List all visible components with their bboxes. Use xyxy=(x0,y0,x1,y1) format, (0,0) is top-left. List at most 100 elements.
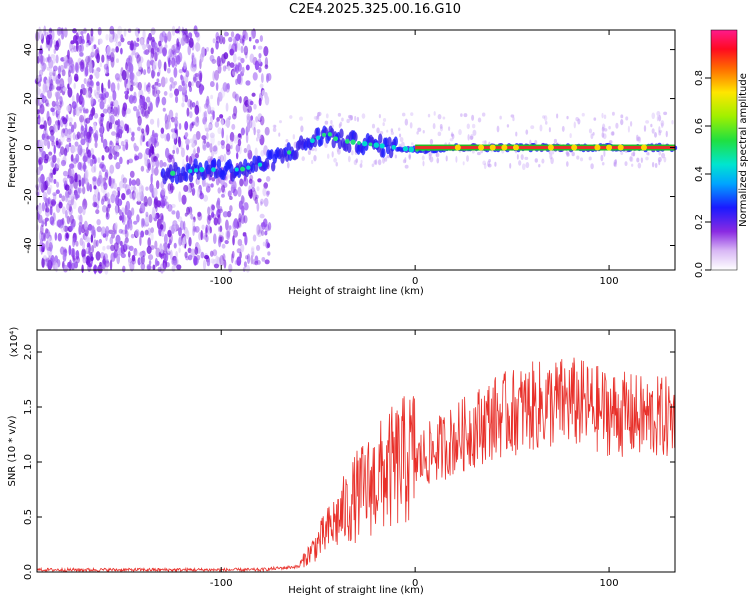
speckle-dot xyxy=(81,148,86,153)
speckle-dot xyxy=(111,190,117,197)
speckle-dot xyxy=(259,115,265,126)
speckle-dot xyxy=(56,181,60,188)
speckle-dot xyxy=(148,214,153,223)
speckle-dot xyxy=(148,148,152,158)
speckle-dot xyxy=(230,31,235,38)
speckle-dot xyxy=(128,255,131,267)
speckle-dot xyxy=(192,187,196,195)
speckle-dot xyxy=(102,233,107,238)
speckle-dot xyxy=(59,248,64,253)
speckle-dot xyxy=(214,121,220,128)
speckle-dot xyxy=(193,255,198,266)
speckle-dot xyxy=(148,32,152,41)
snr-y-tick-label: 2.0 xyxy=(23,344,34,360)
speckle-dot xyxy=(192,219,195,229)
speckle-dot xyxy=(212,70,216,82)
speckle-dot xyxy=(246,253,251,265)
speckle-dot xyxy=(257,178,262,183)
speckle-dot xyxy=(325,113,329,119)
speckle-dot xyxy=(257,45,263,50)
speckle-dot xyxy=(66,134,72,140)
speckle-dot xyxy=(80,38,86,45)
speckle-dot xyxy=(68,142,72,148)
speckle-dot xyxy=(258,97,262,107)
speckle-dot xyxy=(637,162,642,169)
snr-x-tick-label: 100 xyxy=(600,578,619,589)
speckle-dot xyxy=(129,170,135,178)
speckle-dot xyxy=(337,148,341,155)
speckle-dot xyxy=(337,112,342,117)
speckle-dot xyxy=(477,117,482,123)
speckle-dot xyxy=(373,160,377,165)
speckle-dot xyxy=(253,103,257,110)
speckle-dot xyxy=(58,201,63,209)
speckle-dot xyxy=(101,154,105,161)
speckle-dot xyxy=(625,116,629,121)
speckle-dot xyxy=(59,117,64,128)
snr-y-tick-label: 0.0 xyxy=(23,564,34,580)
snr-multiplier-label: (x10⁴) xyxy=(9,327,20,358)
speckle-dot xyxy=(417,127,422,132)
speckle-dot xyxy=(168,48,173,58)
speckle-dot xyxy=(55,54,59,64)
speckle-dot xyxy=(241,66,245,74)
speckle-dot xyxy=(128,158,134,164)
speckle-dot xyxy=(483,163,487,170)
speckle-dot xyxy=(40,244,43,255)
speckle-dot xyxy=(79,147,83,157)
speckle-dot xyxy=(125,82,128,91)
speckle-dot xyxy=(658,129,663,133)
speckle-dot xyxy=(99,62,103,68)
ridge-highlight xyxy=(344,139,350,144)
spectrogram-frame xyxy=(36,29,676,271)
speckle-dot xyxy=(126,87,130,95)
speckle-dot xyxy=(611,131,615,136)
speckle-dot xyxy=(260,222,264,228)
speckle-dot xyxy=(550,157,554,165)
speckle-dot xyxy=(47,255,52,267)
speckle-dot xyxy=(234,63,238,73)
speckle-dot xyxy=(57,119,61,131)
speckle-dot xyxy=(84,178,89,185)
speckle-dot xyxy=(121,69,127,81)
speckle-dot xyxy=(579,157,584,162)
speckle-dot xyxy=(194,246,199,255)
speckle-dot xyxy=(47,196,51,205)
speckle-dot xyxy=(252,234,257,242)
speckle-dot xyxy=(42,62,47,70)
speckle-dot xyxy=(91,45,95,51)
speckle-dot xyxy=(108,95,113,105)
speckle-dot xyxy=(550,150,555,155)
speckle-dot xyxy=(324,120,329,125)
speckle-dot xyxy=(159,159,164,168)
speckle-dot xyxy=(217,187,222,194)
speckle-dot xyxy=(97,157,101,164)
speckle-dot xyxy=(99,119,103,128)
speckle-dot xyxy=(186,143,190,151)
speckle-dot xyxy=(213,217,219,226)
speckle-dot xyxy=(158,67,161,76)
speckle-dot xyxy=(232,188,238,197)
speckle-dot xyxy=(254,260,259,266)
speckle-dot xyxy=(52,72,56,82)
speckle-dot xyxy=(117,198,123,207)
speckle-dot xyxy=(95,209,100,215)
speckle-dot xyxy=(169,249,173,261)
speckle-dot xyxy=(41,202,45,212)
speckle-dot xyxy=(144,110,149,117)
speckle-dot xyxy=(120,34,124,40)
speckle-dot xyxy=(209,132,215,139)
speckle-dot xyxy=(249,53,255,63)
speckle-dot xyxy=(371,163,375,168)
speckle-dot xyxy=(154,81,159,87)
ridge-blob xyxy=(216,158,222,169)
speckle-dot xyxy=(169,84,173,92)
speckle-dot xyxy=(150,232,154,241)
speckle-dot xyxy=(249,100,254,106)
speckle-dot xyxy=(286,161,290,169)
speckle-dot xyxy=(217,140,221,146)
speckle-dot xyxy=(52,193,57,202)
speckle-dot xyxy=(410,142,414,146)
speckle-dot xyxy=(347,114,352,119)
speckle-dot xyxy=(228,263,233,273)
